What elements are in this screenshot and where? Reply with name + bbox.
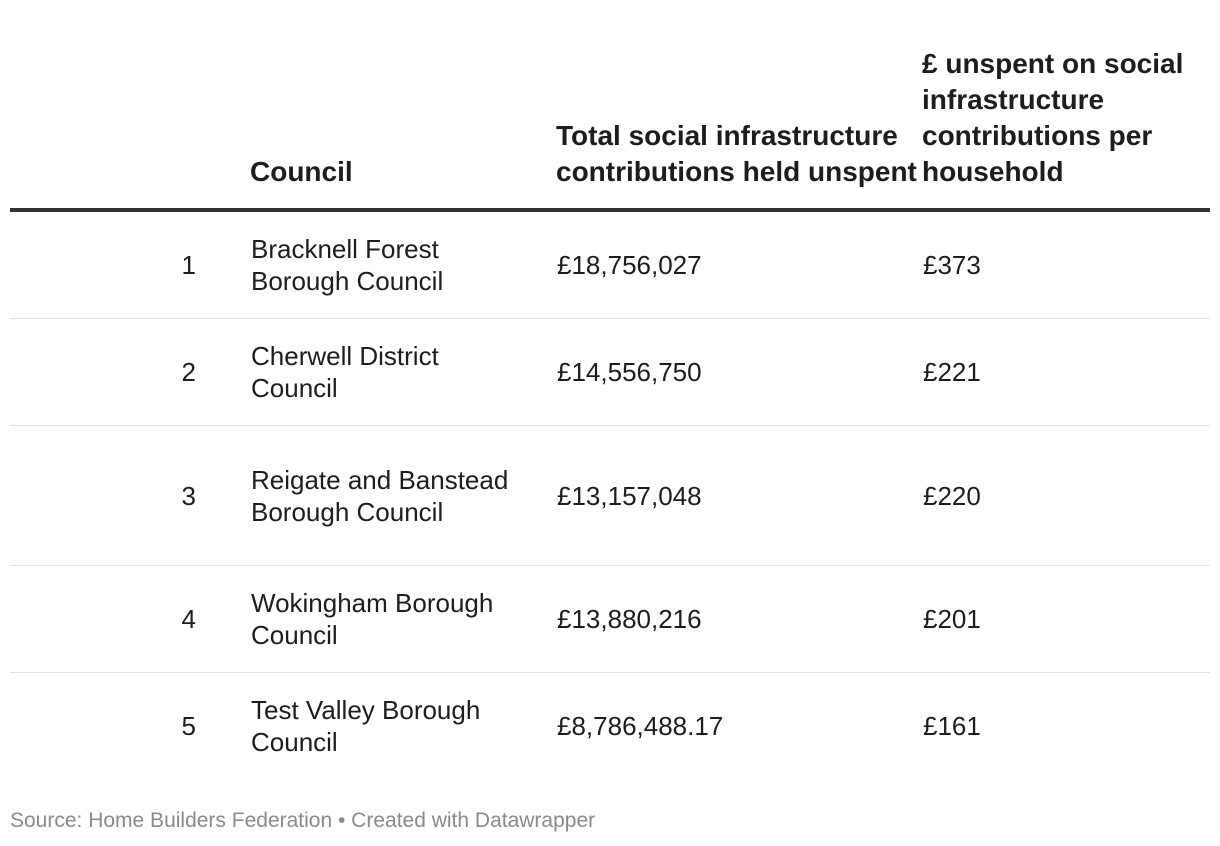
header-total-unspent: Total social infrastructure contribution… [556, 0, 922, 212]
per-household-cell: £221 [922, 318, 1210, 426]
total-unspent-cell: £13,880,216 [556, 565, 922, 673]
per-household-cell: £373 [922, 210, 1210, 319]
header-council: Council [250, 0, 556, 212]
total-unspent-cell: £14,556,750 [556, 318, 922, 426]
table-row: 3 Reigate and Banstead Borough Council £… [10, 425, 1210, 566]
rank-cell: 4 [10, 565, 250, 673]
total-unspent-cell: £18,756,027 [556, 210, 922, 319]
council-cell: Bracknell Forest Borough Council [250, 210, 556, 319]
council-cell: Wokingham Borough Council [250, 565, 556, 673]
per-household-cell: £161 [923, 711, 981, 741]
council-cell: Reigate and Banstead Borough Council [250, 425, 556, 566]
header-row: Council Total social infrastructure cont… [10, 0, 1210, 212]
source-note: Source: Home Builders Federation • Creat… [10, 809, 596, 832]
header-per-household: £ unspent on social infrastructure contr… [922, 0, 1210, 212]
councils-table: Council Total social infrastructure cont… [10, 0, 1210, 779]
total-unspent-cell: £8,786,488.17 [557, 711, 724, 741]
rank-cell: 2 [10, 318, 250, 426]
council-cell: Test Valley Borough Council [251, 695, 481, 757]
table-row: 2 Cherwell District Council £14,556,750 … [10, 318, 1210, 426]
total-unspent-cell: £13,157,048 [556, 425, 922, 566]
header-rank [10, 0, 250, 212]
table-row: 1 Bracknell Forest Borough Council £18,7… [10, 210, 1210, 319]
data-table-container: Council Total social infrastructure cont… [10, 0, 1210, 779]
table-row: 4 Wokingham Borough Council £13,880,216 … [10, 565, 1210, 673]
rank-cell: 5 [181, 711, 196, 741]
per-household-cell: £220 [922, 425, 1210, 566]
rank-cell: 3 [10, 425, 250, 566]
council-cell: Cherwell District Council [250, 318, 556, 426]
table-header: Council Total social infrastructure cont… [10, 0, 1210, 212]
table-row: 5 Test Valley Borough Council £8,786,488… [10, 673, 1210, 780]
table-body: 1 Bracknell Forest Borough Council £18,7… [10, 210, 1210, 779]
rank-cell: 1 [10, 210, 250, 319]
per-household-cell: £201 [922, 565, 1210, 673]
